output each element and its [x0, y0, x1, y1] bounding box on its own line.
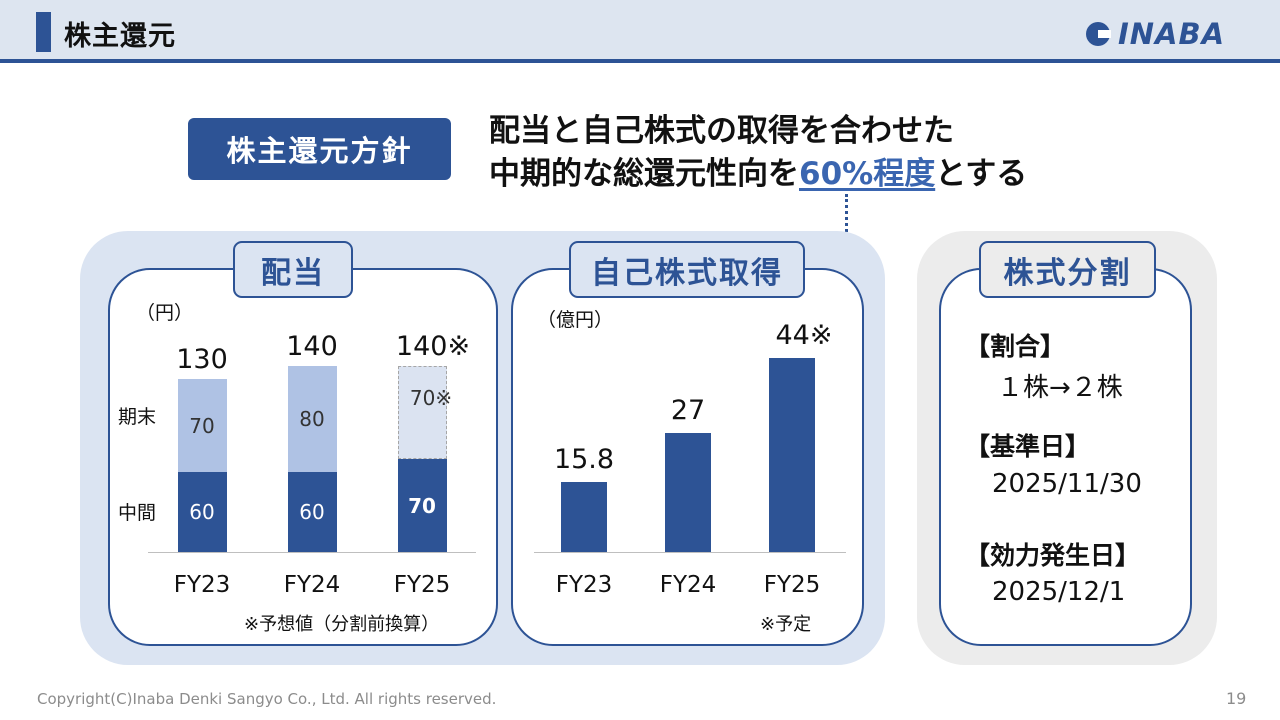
dividend-tab: 配当: [233, 241, 353, 298]
dividend-bar-end: [397, 366, 447, 459]
dividend-label-end: 80: [299, 407, 325, 432]
buyback-value-label: 27: [670, 394, 706, 426]
title-accent: [36, 12, 51, 52]
policy-line-2-post: とする: [935, 156, 1028, 192]
dividend-x-label: FY24: [283, 572, 341, 598]
split-tab: 株式分割: [979, 241, 1156, 298]
dividend-x-axis: [148, 552, 476, 553]
buyback-bar: [561, 482, 607, 552]
dividend-total: 140: [286, 331, 338, 362]
dividend-bar-interim: [177, 472, 227, 552]
split-ratio-value: １株→２株: [997, 373, 1123, 403]
footer-copyright: Copyright(C)Inaba Denki Sangyo Co., Ltd.…: [37, 690, 497, 708]
buyback-value-label: 15.8: [553, 444, 615, 476]
policy-connector: [845, 194, 848, 256]
row-label-interim: 中間: [118, 502, 157, 524]
dividend-label-end: 70※: [409, 385, 453, 410]
dividend-bar-interim: [287, 472, 337, 552]
dividend-bar-end: [177, 379, 227, 473]
dividend-label-end: 70: [189, 413, 215, 438]
policy-highlight: 60%程度: [799, 156, 936, 192]
dividend-label-interim: 60: [189, 500, 215, 525]
buyback-note: ※予定: [760, 614, 812, 635]
policy-line-2-pre: 中期的な総還元性向を: [489, 156, 799, 192]
buyback-tab: 自己株式取得: [569, 241, 805, 298]
split-record-label: 【基準日】: [965, 432, 1091, 461]
buyback-x-axis: [534, 552, 846, 553]
dividend-x-label: FY23: [173, 572, 231, 598]
policy-line-1: 配当と自己株式の取得を合わせた: [489, 113, 954, 149]
policy-line-2: 中期的な総還元性向を60%程度とする: [489, 153, 1027, 196]
logo-mark-icon: [1086, 22, 1111, 46]
dividend-card: （円） 期末 中間 ※予想値（分割前換算） 60 70 130 FY23 60 80 140…: [108, 268, 498, 646]
split-record-value: 2025/11/30: [992, 469, 1142, 499]
dividend-label-interim: 60: [299, 500, 325, 525]
row-label-end: 期末: [118, 406, 157, 428]
dividend-unit: （円）: [136, 302, 194, 324]
buyback-x-label: FY24: [659, 572, 717, 598]
dividend-total: 140※: [395, 331, 471, 362]
header-bar: [0, 0, 1280, 59]
split-effective-value: 2025/12/1: [992, 577, 1126, 607]
buyback-bar: [769, 358, 815, 552]
buyback-unit: （億円）: [537, 309, 614, 331]
buyback-bar: [665, 432, 711, 552]
buyback-x-label: FY25: [763, 572, 821, 598]
page-number: 19: [1226, 689, 1247, 708]
policy-statement: 配当と自己株式の取得を合わせた 中期的な総還元性向を60%程度とする: [489, 110, 1027, 196]
inaba-logo: INABA: [1086, 17, 1225, 51]
dividend-x-label: FY25: [393, 572, 451, 598]
policy-badge: 株主還元方針: [188, 118, 451, 180]
dividend-bar-end: [287, 366, 337, 473]
header-rule: [0, 59, 1280, 63]
split-ratio-label: 【割合】: [965, 332, 1066, 361]
split-effective-label: 【効力発生日】: [965, 541, 1141, 570]
page-title: 株主還元: [64, 21, 176, 52]
dividend-note: ※予想値（分割前換算）: [244, 614, 440, 635]
split-card: 【割合】 １株→２株 【基準日】 2025/11/30 【効力発生日】 2025…: [939, 268, 1192, 646]
buyback-card: （億円） ※予定 15.8 FY23 27 FY24 44※ FY25: [511, 268, 864, 646]
logo-text: INABA: [1118, 17, 1226, 51]
buyback-value-label: 44※: [775, 320, 833, 351]
dividend-label-interim: 70: [408, 493, 436, 518]
dividend-total: 130: [176, 344, 228, 376]
buyback-x-label: FY23: [555, 572, 613, 598]
dividend-bar-interim: [397, 459, 447, 552]
